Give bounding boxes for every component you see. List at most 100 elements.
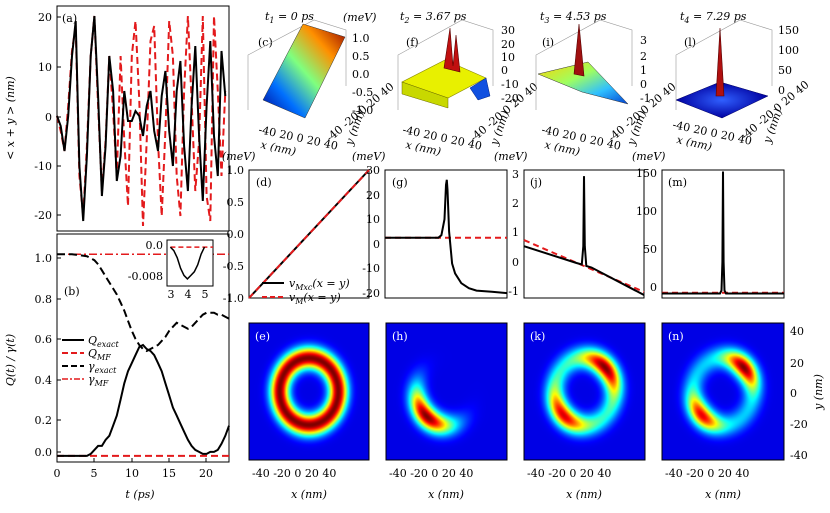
j-ytick-0: 0 bbox=[512, 256, 519, 269]
n-xlabel: x (nm) bbox=[705, 488, 741, 501]
panel-k-frame bbox=[523, 322, 646, 461]
b-ytick-0.6: 0.6 bbox=[35, 333, 53, 346]
i-ztick-0: 0 bbox=[640, 78, 647, 91]
legend-gamma-mf: γMF bbox=[88, 373, 109, 388]
panel-d-unit: (meV) bbox=[222, 150, 255, 163]
panel-d: (meV) (d) 1.0 0.5 0.0 -0.5 -1.0 vMxc(x =… bbox=[222, 150, 370, 306]
h-xlabel: x (nm) bbox=[428, 488, 464, 501]
panel-g-label: (g) bbox=[392, 176, 408, 189]
g-ytick-0: 0 bbox=[373, 238, 380, 251]
b-xtick-10: 10 bbox=[125, 467, 139, 480]
panel-g-frame bbox=[384, 169, 508, 299]
panel-k: (k) bbox=[523, 322, 646, 461]
g-ytick-m10: -10 bbox=[362, 262, 380, 275]
m-ytick-100: 100 bbox=[636, 205, 657, 218]
panel-k-label: (k) bbox=[530, 330, 545, 343]
panel-m: (meV) (m) 150 100 50 0 bbox=[632, 150, 785, 299]
inset-ytick-0: 0.0 bbox=[146, 239, 164, 252]
panel-h-label: (h) bbox=[392, 330, 408, 343]
panel-j-unit: (meV) bbox=[494, 150, 527, 163]
n-ytick-m20: -20 bbox=[790, 418, 808, 431]
l-ztick-150: 150 bbox=[778, 24, 799, 37]
j-ytick-m1: -1 bbox=[508, 285, 519, 298]
panel-j-yticks: 3 2 1 0 -1 bbox=[508, 168, 519, 298]
panel-e-label: (e) bbox=[255, 330, 270, 343]
panel-a: (a) < x + y > (nm) 20 10 0 -10 -20 bbox=[4, 5, 230, 232]
m-ytick-50: 50 bbox=[643, 243, 657, 256]
i-ztick-m1: -1 bbox=[640, 92, 651, 105]
k-xlabel: x (nm) bbox=[566, 488, 602, 501]
panel-l-surface bbox=[675, 81, 769, 119]
panel-d-label: (d) bbox=[256, 176, 272, 189]
panel-d-legend: vMxc(x = y) vM(x = y) bbox=[262, 277, 350, 306]
a-ytick-20: 20 bbox=[38, 11, 52, 24]
heatmap-n bbox=[662, 323, 784, 460]
legend-vmxc: vMxc(x = y) bbox=[289, 277, 350, 292]
panel-b-series-q-exact bbox=[57, 343, 230, 457]
d-ytick-m1.0: -1.0 bbox=[223, 292, 244, 305]
panel-m-unit: (meV) bbox=[632, 150, 665, 163]
inset-xtick-3: 3 bbox=[168, 288, 175, 301]
c-ztick-m1.0: -1.0 bbox=[352, 104, 373, 117]
panel-e-frame bbox=[248, 322, 370, 461]
panel-f-zticks: 30 20 10 0 -10 -20 bbox=[501, 24, 519, 105]
b-ytick-0.2: 0.2 bbox=[35, 414, 53, 427]
n-ylabel: y (nm) bbox=[812, 374, 825, 411]
l-ztick-100: 100 bbox=[778, 44, 799, 57]
k-xticks: -40 -20 0 20 40 bbox=[527, 467, 611, 480]
panel-j-frame bbox=[523, 169, 645, 299]
panel-c-surface bbox=[262, 23, 346, 119]
d-ytick-0.5: 0.5 bbox=[227, 196, 245, 209]
panel-j-series-m bbox=[523, 239, 645, 293]
panel-g-unit: (meV) bbox=[352, 150, 385, 163]
panel-m-label: (m) bbox=[668, 176, 687, 189]
panel-i-box bbox=[535, 19, 633, 110]
panel-f-title: t2 = 3.67 ps bbox=[400, 10, 467, 25]
f-ztick-m20: -20 bbox=[501, 92, 519, 105]
n-ytick-40: 40 bbox=[790, 325, 804, 338]
panel-i-peak bbox=[573, 23, 585, 77]
d-ytick-m0.5: -0.5 bbox=[223, 260, 244, 273]
g-ytick-20: 20 bbox=[366, 189, 380, 202]
panel-a-series-exact bbox=[56, 15, 227, 222]
panel-d-frame bbox=[248, 169, 370, 299]
panel-f-peak bbox=[443, 27, 461, 73]
inset-series-exact bbox=[169, 246, 206, 280]
n-yticks: 40 20 0 -20 -40 bbox=[790, 325, 808, 462]
panel-l: t4 = 7.29 ps (l) 150 100 50 0 -40 20 0 2… bbox=[671, 10, 811, 153]
panel-i: t3 = 4.53 ps (i) 3 2 1 0 -1 -40 20 0 20 … bbox=[535, 10, 679, 158]
panel-b-xlabel: t (ps) bbox=[125, 488, 154, 501]
panel-c-label: (c) bbox=[258, 36, 273, 49]
b-xtick-20: 20 bbox=[199, 467, 213, 480]
panel-c-unit: (meV) bbox=[343, 11, 376, 24]
panel-i-label: (i) bbox=[542, 36, 554, 49]
panel-b: (b) Q(t) / γ(t) t (ps) 1.0 0.8 0.6 0.4 0… bbox=[4, 233, 230, 501]
panel-f-box bbox=[397, 19, 494, 110]
l-ztick-0: 0 bbox=[778, 84, 785, 97]
i-ztick-3: 3 bbox=[640, 34, 647, 47]
heatmap-xticks: -40 -20 0 20 40 -40 -20 0 20 40 -40 -20 … bbox=[252, 467, 749, 480]
d-ytick-1.0: 1.0 bbox=[227, 164, 245, 177]
n-ytick-0: 0 bbox=[790, 387, 797, 400]
panel-m-frame bbox=[661, 169, 785, 299]
panel-j-label: (j) bbox=[530, 176, 542, 189]
m-ytick-150: 150 bbox=[636, 167, 657, 180]
j-ytick-2: 2 bbox=[512, 197, 519, 210]
b-xtick-5: 5 bbox=[91, 467, 98, 480]
panel-n-frame bbox=[661, 322, 785, 461]
n-ytick-m40: -40 bbox=[790, 449, 808, 462]
panel-b-ylabel: Q(t) / γ(t) bbox=[4, 334, 17, 386]
inset-xtick-5: 5 bbox=[202, 288, 209, 301]
panel-b-yticks: 1.0 0.8 0.6 0.4 0.2 0.0 bbox=[35, 252, 61, 459]
g-ytick-10: 10 bbox=[366, 213, 380, 226]
j-ytick-1: 1 bbox=[512, 226, 519, 239]
f-ztick-20: 20 bbox=[501, 38, 515, 51]
inset-ytick-m0.008: -0.008 bbox=[128, 270, 163, 283]
c-ztick-0.0: 0.0 bbox=[352, 68, 370, 81]
b-xtick-0: 0 bbox=[54, 467, 61, 480]
panel-b-inset: 0.0 -0.008 3 4 5 bbox=[128, 239, 214, 301]
f-ztick-m10: -10 bbox=[501, 78, 519, 91]
panel-f: t2 = 3.67 ps (f) 30 20 10 0 -10 -20 -40 … bbox=[397, 10, 541, 158]
m-ytick-0: 0 bbox=[650, 281, 657, 294]
a-ytick-0: 0 bbox=[45, 111, 52, 124]
